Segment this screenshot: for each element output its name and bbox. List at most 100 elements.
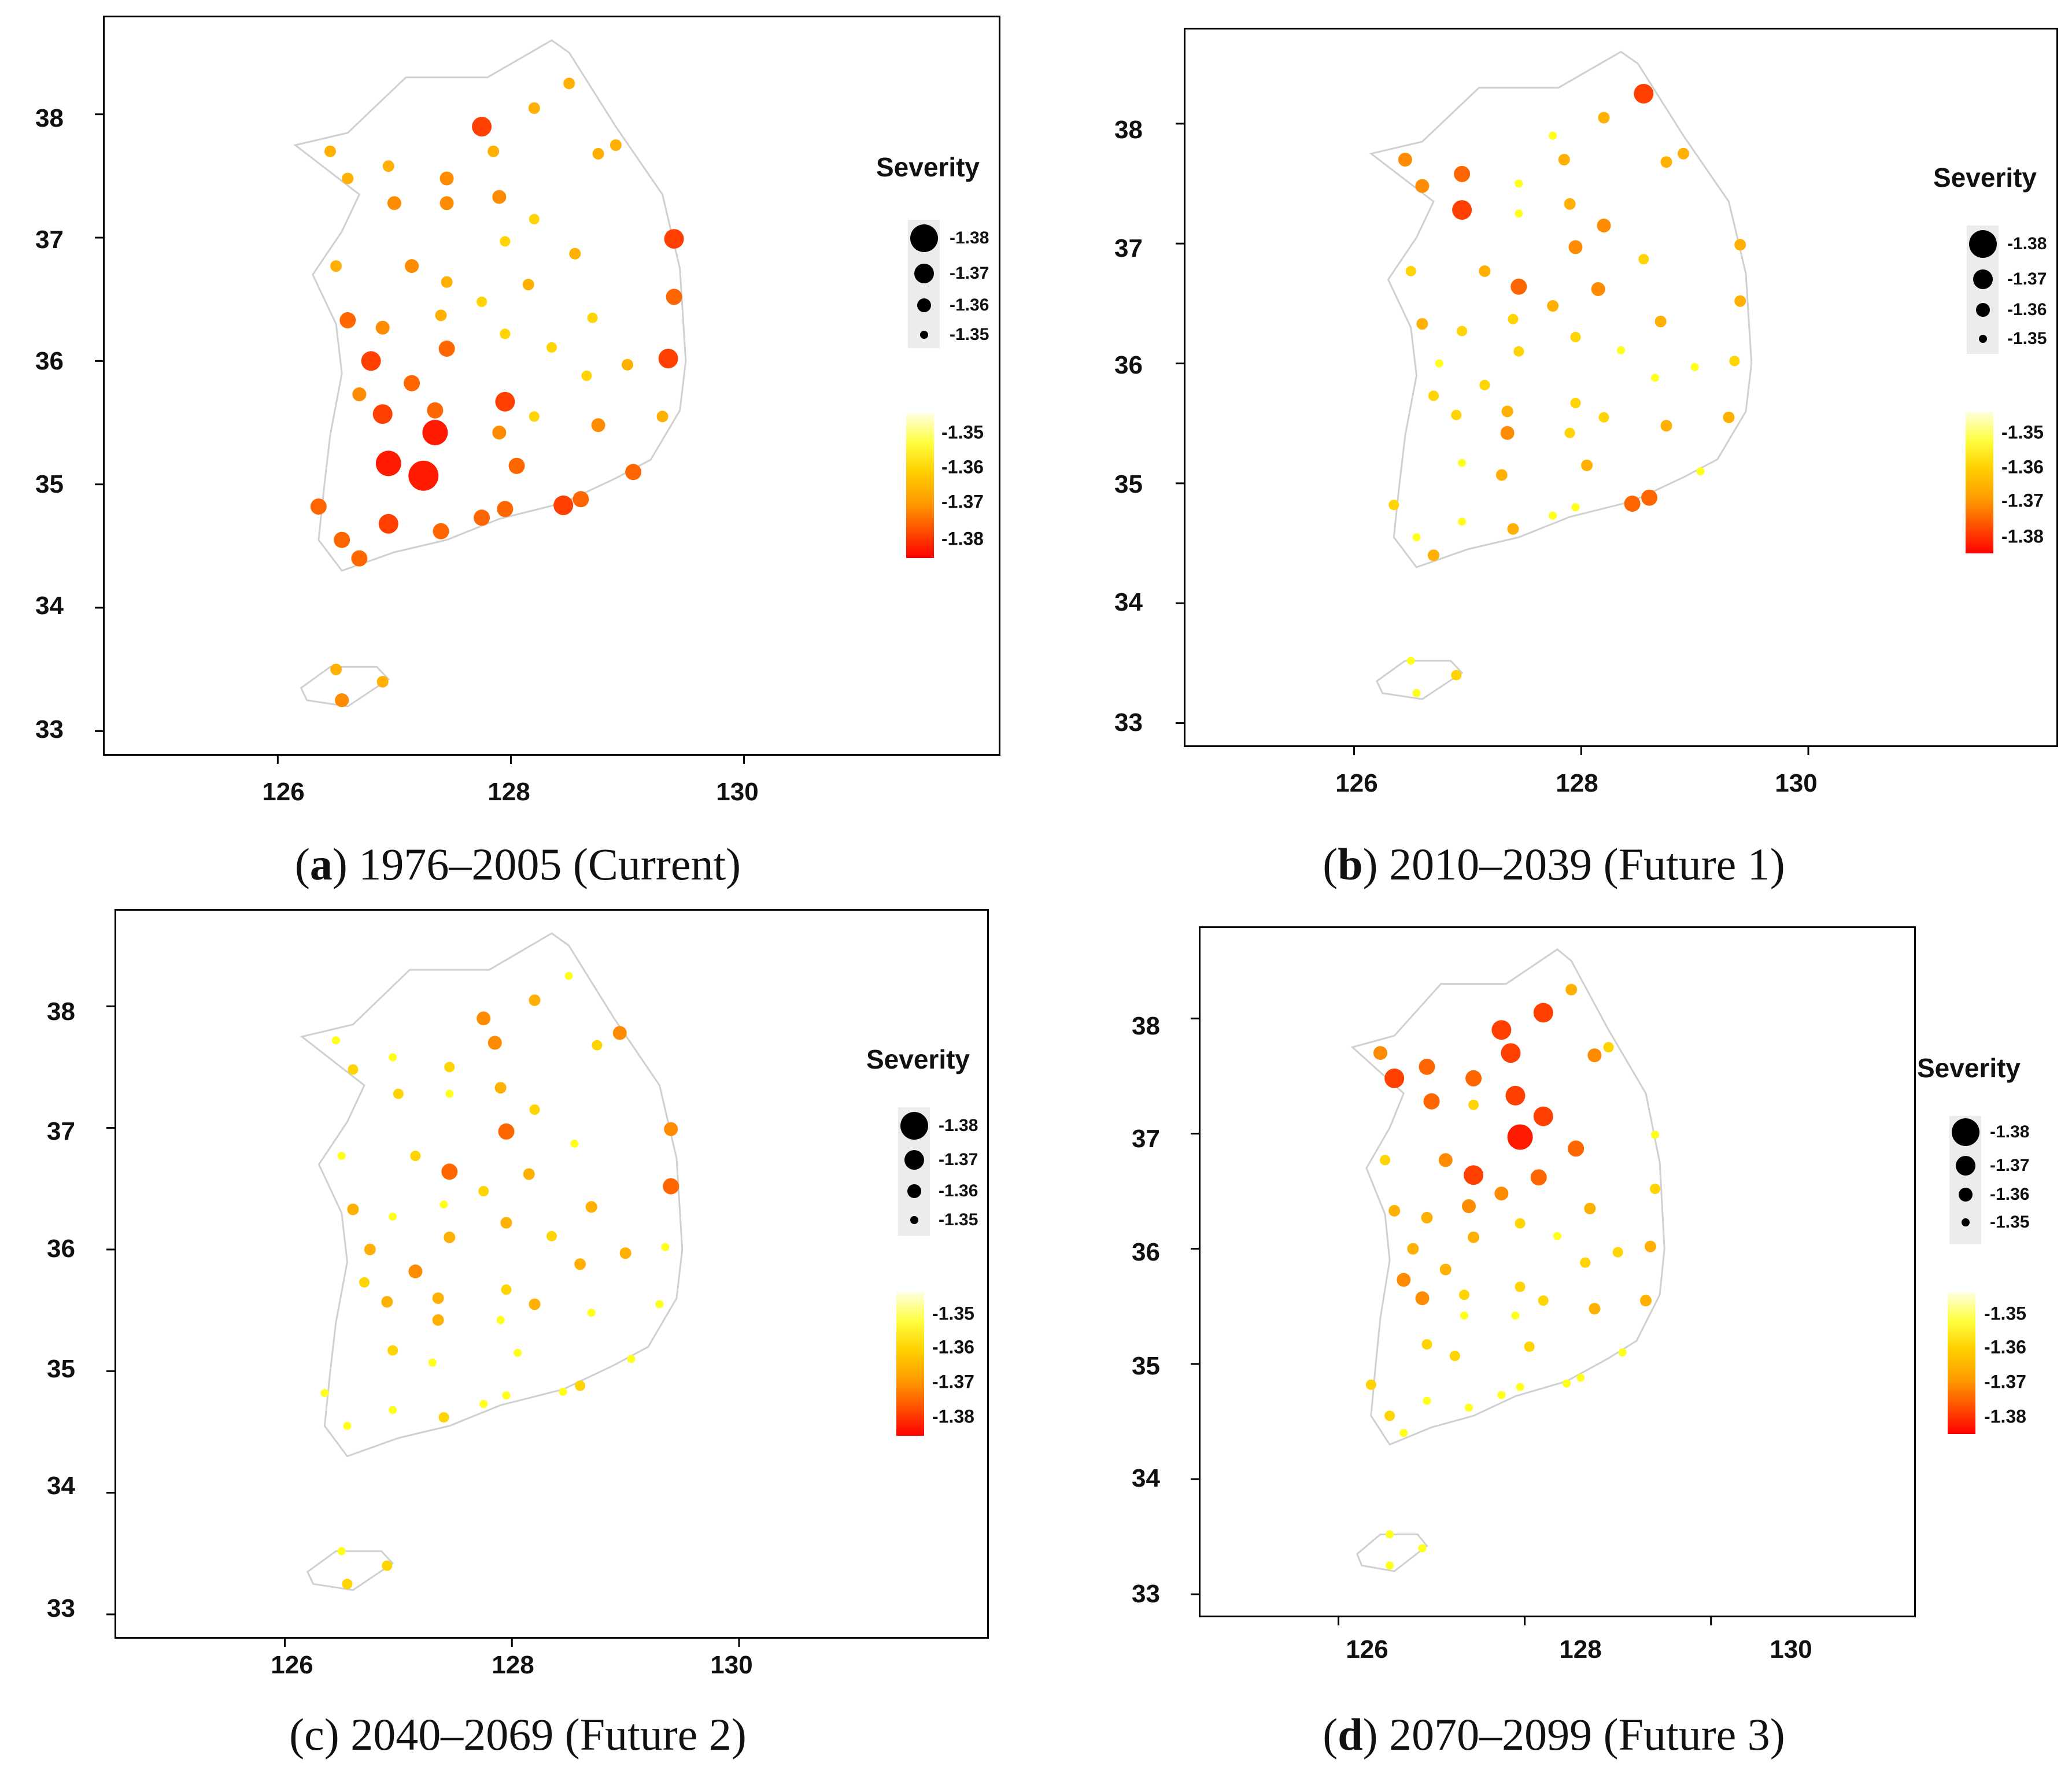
y-tick: 34 (47, 1472, 75, 1500)
station-point (1388, 1204, 1401, 1217)
station-point (310, 498, 327, 515)
x-tick: 128 (1559, 1635, 1602, 1664)
station-point (439, 196, 454, 210)
plot-b (1176, 50, 1809, 755)
size-dot (1959, 1188, 1973, 1202)
station-point (432, 1314, 444, 1326)
station-point (1618, 1348, 1627, 1357)
station-point (331, 1036, 340, 1045)
station-point (351, 550, 368, 567)
legend-title: Severity (1933, 162, 2037, 193)
station-point (1495, 469, 1508, 481)
station-point (1591, 282, 1605, 296)
x-tick: 126 (271, 1651, 313, 1679)
legend-title: Severity (866, 1044, 970, 1074)
color-bar (1966, 412, 1993, 553)
station-point (592, 147, 604, 160)
station-point (1380, 1155, 1391, 1166)
plot-frame-b (1184, 28, 2058, 747)
station-point (1468, 1231, 1480, 1243)
station-point (498, 1123, 515, 1140)
size-label: -1.36 (939, 1181, 978, 1200)
station-point (1462, 1199, 1476, 1213)
station-point (408, 1264, 423, 1278)
size-legend (1967, 226, 1999, 354)
caption-a: (a) 1976–2005 (Current) (294, 839, 741, 889)
size-label: -1.38 (1990, 1122, 2030, 1141)
jeju-outline (1356, 1533, 1428, 1572)
color-label: -1.37 (1984, 1371, 2026, 1392)
plot-frame-a (103, 16, 1000, 756)
size-label: -1.38 (950, 228, 989, 247)
size-dot (1976, 303, 1990, 317)
station-point (1570, 398, 1581, 408)
station-point (439, 1200, 448, 1209)
station-point (410, 1151, 421, 1161)
station-point (508, 457, 525, 474)
size-dot (1973, 269, 1993, 289)
station-point (1612, 1247, 1623, 1258)
x-tick: 130 (1775, 769, 1818, 797)
station-point (1416, 318, 1428, 330)
y-tick: 33 (1132, 1580, 1160, 1608)
station-point (1660, 156, 1672, 168)
station-point (337, 1547, 346, 1555)
x-tick: 126 (1346, 1635, 1388, 1664)
station-point (1365, 1379, 1376, 1390)
station-point (320, 1389, 329, 1398)
y-tick: 34 (1132, 1464, 1160, 1492)
station-point (376, 676, 389, 688)
station-point (1451, 670, 1462, 681)
color-label: -1.35 (941, 422, 984, 443)
station-point (404, 375, 420, 391)
station-point (1386, 1530, 1394, 1539)
station-point (500, 1217, 512, 1229)
station-point (1423, 1396, 1431, 1405)
station-point (1641, 489, 1658, 506)
station-point (364, 1243, 376, 1255)
station-point (1500, 426, 1515, 440)
y-tick: 35 (47, 1355, 75, 1383)
station-point (529, 214, 540, 224)
jeju-outline (1375, 660, 1464, 700)
station-point (502, 1391, 511, 1400)
station-point (1563, 1379, 1571, 1388)
station-point (334, 531, 350, 548)
station-point (1650, 1184, 1661, 1195)
station-point (1412, 533, 1421, 542)
station-point (339, 312, 356, 328)
plot-d (1191, 948, 1712, 1625)
size-dot (1979, 335, 1987, 343)
y-tick: 34 (1114, 588, 1143, 616)
caption-letter: b (1338, 839, 1363, 889)
color-label: -1.38 (1984, 1406, 2026, 1427)
station-point (658, 349, 678, 369)
station-point (1439, 1263, 1451, 1276)
station-point (359, 1277, 370, 1288)
size-label: -1.36 (2007, 300, 2047, 319)
station-point (342, 1579, 353, 1590)
size-label: -1.35 (2007, 329, 2047, 348)
jeju-outline (300, 666, 390, 708)
station-point (1454, 165, 1471, 182)
y-tick: 36 (47, 1235, 75, 1263)
legend-title: Severity (876, 152, 980, 182)
station-point (496, 1315, 505, 1324)
station-point (389, 1213, 397, 1221)
station-point (1449, 1350, 1460, 1361)
station-point (1479, 379, 1490, 390)
korea-outline (300, 932, 684, 1458)
station-point (1398, 153, 1412, 167)
station-point (528, 102, 540, 114)
station-point (478, 1186, 489, 1196)
station-point (1464, 1165, 1484, 1185)
y-tick: 34 (35, 592, 64, 620)
plot-a (95, 39, 745, 764)
station-point (1397, 1273, 1411, 1287)
station-point (428, 1358, 437, 1367)
station-point (441, 276, 453, 288)
station-point (1524, 1341, 1535, 1352)
station-point (433, 523, 449, 539)
y-tick: 36 (1132, 1238, 1160, 1266)
station-point (389, 1406, 397, 1414)
